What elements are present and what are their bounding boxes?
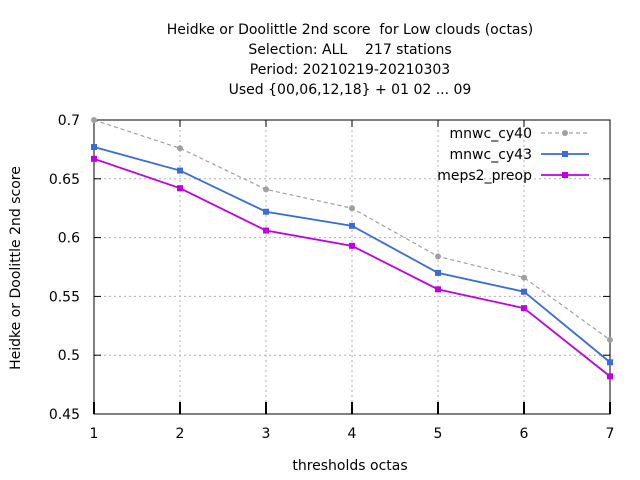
y-tick-label: 0.45 <box>49 407 80 423</box>
data-point-mnwc_cy40 <box>91 117 97 123</box>
data-point-mnwc_cy40 <box>435 253 441 260</box>
legend-label-mnwc_cy43: mnwc_cy43 <box>450 147 532 163</box>
legend-label-meps2_preop: meps2_preop <box>437 168 532 184</box>
x-tick-label: 4 <box>348 426 357 442</box>
legend: mnwc_cy40 mnwc_cy43 meps2_preop <box>437 126 589 184</box>
legend-marker-meps2_preop <box>562 172 568 178</box>
data-point-meps2_preop <box>435 286 441 293</box>
data-point-mnwc_cy43 <box>521 288 527 295</box>
y-tick-label: 0.5 <box>58 348 80 364</box>
axis-ticks: 0.45 0.5 0.55 0.6 0.65 0.7 1 2 3 4 5 6 7 <box>49 113 615 442</box>
legend-marker-mnwc_cy43 <box>562 151 568 157</box>
data-point-mnwc_cy43 <box>349 222 355 229</box>
data-point-mnwc_cy40 <box>177 145 183 152</box>
legend-label-mnwc_cy40: mnwc_cy40 <box>450 126 532 142</box>
data-point-meps2_preop <box>263 227 269 234</box>
y-axis-label: Heidke or Doolittle 2nd score <box>8 166 24 370</box>
legend-marker-mnwc_cy40 <box>562 130 568 136</box>
data-point-meps2_preop <box>521 305 527 312</box>
data-point-mnwc_cy40 <box>349 205 355 212</box>
data-point-mnwc_cy43 <box>607 359 613 366</box>
title-line-4: Used {00,06,12,18} + 01 02 ... 09 <box>228 82 472 98</box>
title-line-3: Period: 20210219-20210303 <box>249 62 451 78</box>
x-tick-label: 7 <box>606 426 615 442</box>
data-point-meps2_preop <box>177 185 183 192</box>
data-point-meps2_preop <box>91 155 97 162</box>
data-point-meps2_preop <box>349 242 355 249</box>
x-tick-label: 6 <box>520 426 529 442</box>
y-tick-label: 0.6 <box>58 231 80 247</box>
x-tick-label: 3 <box>262 426 271 442</box>
data-point-mnwc_cy40 <box>607 336 613 343</box>
x-axis-label: thresholds octas <box>292 458 407 474</box>
grid-lines <box>94 120 610 414</box>
y-tick-label: 0.7 <box>58 113 80 129</box>
data-point-mnwc_cy43 <box>177 167 183 174</box>
series-lines <box>91 117 613 380</box>
data-point-mnwc_cy40 <box>521 274 527 281</box>
x-tick-label: 2 <box>176 426 185 442</box>
data-point-mnwc_cy43 <box>91 144 97 151</box>
chart-title: Heidke or Doolittle 2nd score for Low cl… <box>0 20 640 100</box>
data-point-mnwc_cy40 <box>263 186 269 193</box>
title-line-2: Selection: ALL 217 stations <box>248 42 452 58</box>
data-point-mnwc_cy43 <box>435 269 441 276</box>
x-tick-label: 1 <box>90 426 99 442</box>
title-line-1: Heidke or Doolittle 2nd score for Low cl… <box>166 22 534 38</box>
x-tick-label: 5 <box>434 426 443 442</box>
data-point-mnwc_cy43 <box>263 208 269 215</box>
series-line-mnwc_cy43 <box>93 146 611 363</box>
y-tick-label: 0.55 <box>49 289 80 305</box>
y-tick-label: 0.65 <box>49 172 80 188</box>
data-point-meps2_preop <box>607 373 613 380</box>
